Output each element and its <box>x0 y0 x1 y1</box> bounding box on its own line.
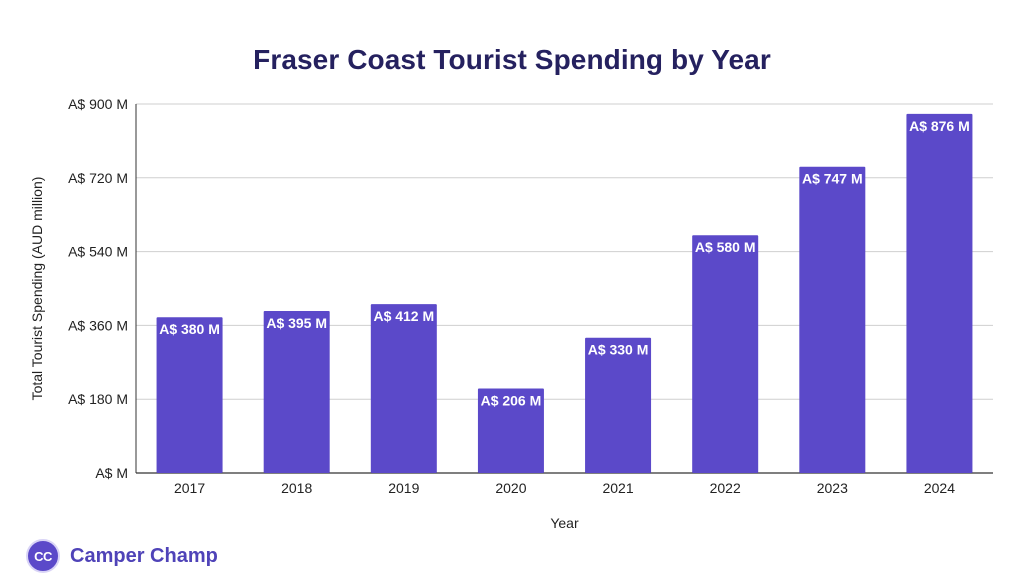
x-axis-title: Year <box>550 515 579 531</box>
y-tick-label: A$ 720 M <box>68 170 128 186</box>
x-tick-label: 2024 <box>924 480 955 496</box>
x-tick-label: 2021 <box>602 480 633 496</box>
x-tick-label: 2017 <box>174 480 205 496</box>
bar <box>263 311 330 473</box>
x-tick-label: 2018 <box>281 480 312 496</box>
x-tick-label: 2023 <box>817 480 848 496</box>
brand-name: Camper Champ <box>70 544 218 567</box>
bar-value-label: A$ 380 M <box>159 321 220 337</box>
bar-value-label: A$ 395 M <box>266 315 327 331</box>
x-tick-label: 2022 <box>710 480 741 496</box>
bar <box>906 113 973 473</box>
bar-value-label: A$ 206 M <box>481 393 542 409</box>
y-axis-title: Total Tourist Spending (AUD million) <box>29 177 45 401</box>
bar-value-label: A$ 330 M <box>588 342 649 358</box>
bar-value-label: A$ 580 M <box>695 239 756 255</box>
y-tick-label: A$ 540 M <box>68 244 128 260</box>
bar <box>585 337 652 473</box>
bar <box>370 304 437 473</box>
y-tick-label: A$ 180 M <box>68 391 128 407</box>
x-tick-label: 2020 <box>495 480 526 496</box>
y-tick-label: A$ 900 M <box>68 96 128 112</box>
bar <box>156 317 223 473</box>
brand-badge-icon: CC <box>26 539 60 573</box>
bar <box>799 166 866 474</box>
bar-value-label: A$ 876 M <box>909 118 970 134</box>
y-tick-label: A$ M <box>95 465 128 481</box>
bar <box>477 388 544 473</box>
bar <box>692 235 759 473</box>
y-tick-label: A$ 360 M <box>68 317 128 333</box>
bar-value-label: A$ 412 M <box>373 308 434 324</box>
brand-logo: CC Camper Champ <box>26 538 218 574</box>
x-tick-label: 2019 <box>388 480 419 496</box>
brand-badge-text: CC <box>34 548 52 564</box>
bar-value-label: A$ 747 M <box>802 171 863 187</box>
chart-title: Fraser Coast Tourist Spending by Year <box>253 44 771 75</box>
